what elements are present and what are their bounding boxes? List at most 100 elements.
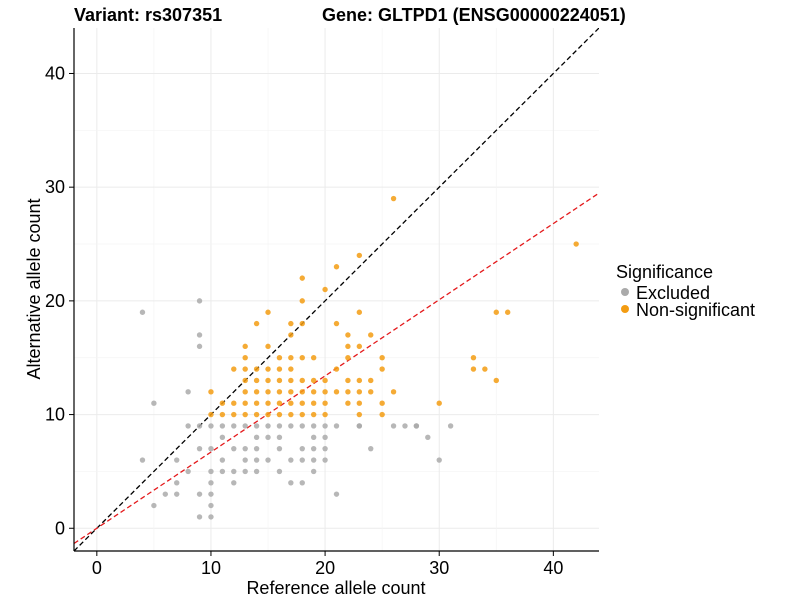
- point-non-significant: [310, 411, 317, 418]
- point-excluded: [185, 423, 191, 429]
- point-non-significant: [253, 389, 260, 395]
- point-excluded: [447, 423, 454, 429]
- point-non-significant: [345, 332, 351, 338]
- point-non-significant: [470, 355, 477, 361]
- point-non-significant: [379, 366, 385, 372]
- point-non-significant: [356, 389, 363, 395]
- point-excluded: [322, 445, 328, 452]
- point-non-significant: [242, 389, 248, 395]
- point-non-significant: [242, 366, 248, 372]
- point-non-significant: [219, 400, 226, 406]
- point-excluded: [310, 457, 317, 463]
- point-excluded: [310, 434, 317, 441]
- point-non-significant: [299, 377, 305, 384]
- point-non-significant: [436, 400, 442, 406]
- point-non-significant: [276, 366, 283, 372]
- point-excluded: [265, 457, 271, 463]
- x-tick-label: 20: [315, 558, 335, 578]
- point-non-significant: [368, 377, 374, 384]
- point-excluded: [253, 468, 260, 475]
- point-non-significant: [265, 389, 271, 395]
- point-non-significant: [288, 320, 294, 327]
- point-non-significant: [356, 377, 363, 384]
- legend-title: Significance: [616, 262, 713, 282]
- point-excluded: [208, 445, 214, 452]
- x-tick-label: 40: [543, 558, 563, 578]
- point-non-significant: [253, 366, 260, 372]
- point-excluded: [174, 480, 180, 486]
- point-non-significant: [288, 400, 294, 406]
- point-non-significant: [299, 389, 305, 395]
- point-non-significant: [333, 320, 340, 327]
- point-excluded: [196, 491, 203, 497]
- point-excluded: [196, 423, 203, 429]
- point-excluded: [425, 434, 431, 441]
- point-excluded: [310, 468, 317, 475]
- point-non-significant: [265, 309, 271, 315]
- point-excluded: [333, 491, 340, 497]
- point-excluded: [196, 445, 203, 452]
- point-non-significant: [322, 411, 328, 418]
- point-non-significant: [482, 366, 488, 372]
- point-non-significant: [345, 400, 351, 406]
- point-non-significant: [265, 343, 271, 350]
- point-non-significant: [333, 264, 340, 270]
- point-non-significant: [345, 355, 351, 361]
- point-non-significant: [265, 400, 271, 406]
- point-excluded: [208, 502, 214, 509]
- point-excluded: [276, 434, 283, 441]
- point-non-significant: [356, 252, 363, 259]
- point-excluded: [299, 480, 305, 486]
- point-non-significant: [504, 309, 511, 315]
- point-non-significant: [265, 366, 271, 372]
- point-non-significant: [470, 366, 477, 372]
- point-excluded: [219, 423, 226, 429]
- point-non-significant: [299, 411, 305, 418]
- point-excluded: [322, 457, 328, 463]
- x-tick-label: 30: [429, 558, 449, 578]
- legend-marker-excluded: [621, 288, 629, 296]
- point-excluded: [208, 423, 214, 429]
- point-excluded: [310, 445, 317, 452]
- point-non-significant: [265, 411, 271, 418]
- point-non-significant: [242, 411, 248, 418]
- legend-label-non-significant: Non-significant: [636, 300, 755, 320]
- point-non-significant: [356, 400, 363, 406]
- point-non-significant: [276, 377, 283, 384]
- point-excluded: [151, 502, 157, 509]
- point-excluded: [219, 468, 226, 475]
- point-non-significant: [253, 377, 260, 384]
- point-excluded: [390, 423, 397, 429]
- point-non-significant: [299, 298, 305, 304]
- point-non-significant: [310, 377, 317, 384]
- x-tick-label: 0: [92, 558, 102, 578]
- point-non-significant: [493, 309, 499, 315]
- point-non-significant: [253, 400, 260, 406]
- legend-label-excluded: Excluded: [636, 283, 710, 303]
- point-non-significant: [208, 389, 214, 395]
- x-axis-label: Reference allele count: [246, 578, 425, 598]
- point-non-significant: [253, 320, 260, 327]
- point-excluded: [196, 332, 203, 338]
- point-excluded: [299, 445, 305, 452]
- point-excluded: [253, 445, 260, 452]
- point-non-significant: [322, 400, 328, 406]
- point-excluded: [265, 423, 271, 429]
- point-excluded: [368, 445, 374, 452]
- point-non-significant: [299, 400, 305, 406]
- point-excluded: [356, 423, 363, 429]
- point-non-significant: [322, 389, 328, 395]
- point-excluded: [253, 434, 260, 441]
- point-non-significant: [379, 400, 385, 406]
- point-non-significant: [231, 411, 237, 418]
- point-non-significant: [368, 332, 374, 338]
- point-excluded: [322, 423, 328, 429]
- x-tick-label: 10: [201, 558, 221, 578]
- point-excluded: [253, 457, 260, 463]
- point-non-significant: [333, 366, 340, 372]
- point-excluded: [333, 423, 340, 429]
- grid-layer: [74, 28, 599, 551]
- point-non-significant: [242, 343, 248, 350]
- point-excluded: [242, 423, 248, 429]
